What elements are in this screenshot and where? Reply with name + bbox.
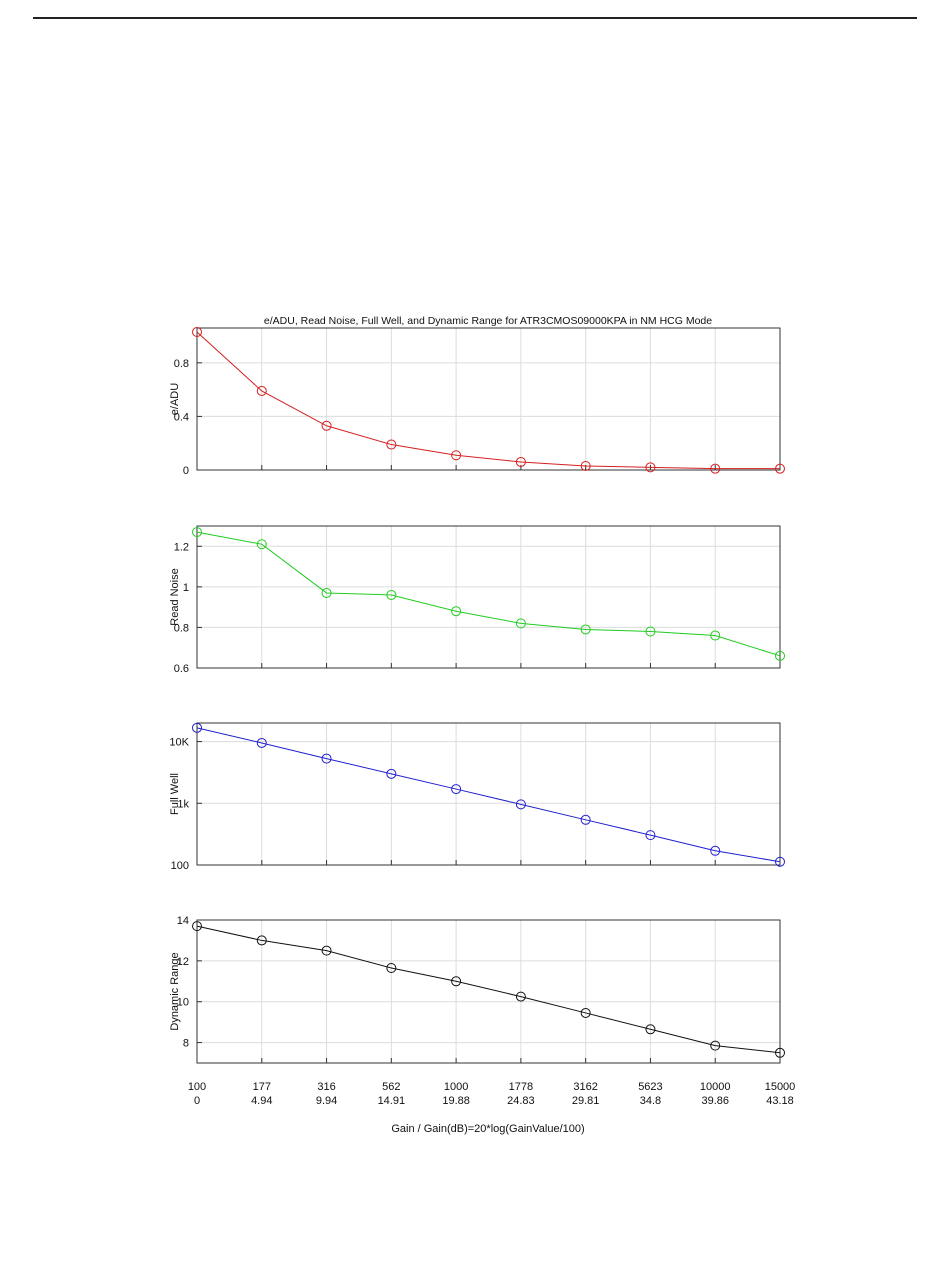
data-point [386, 589, 397, 600]
data-point [321, 945, 332, 956]
data-point [580, 624, 591, 635]
y-axis-label: e/ADU [169, 383, 181, 415]
data-point [192, 921, 202, 932]
data-point [710, 845, 721, 856]
data-point [451, 784, 462, 795]
panel-frame [196, 327, 781, 471]
y-tick-label: 0.6 [174, 663, 189, 675]
x-tick-label: 100 [188, 1081, 206, 1093]
series-line [196, 727, 781, 863]
data-point [710, 630, 721, 641]
x-tick-label-db: 34.8 [640, 1095, 661, 1107]
x-tick-label-db: 0 [194, 1095, 200, 1107]
y-tick-label: 0.8 [174, 622, 189, 634]
top-rule [33, 17, 917, 19]
y-tick-label: 0 [183, 465, 189, 477]
x-tick-label-db: 19.88 [442, 1095, 470, 1107]
y-axis-label: Full Well [169, 773, 181, 815]
data-point [645, 830, 656, 841]
x-tick-labels: 10001774.943169.9456214.91100019.8817782… [188, 1081, 795, 1107]
y-tick-label: 1 [183, 582, 189, 594]
data-point [645, 626, 656, 637]
y-tick-label: 0.4 [174, 411, 189, 423]
data-point [775, 856, 785, 867]
data-point [386, 768, 397, 779]
y-tick-label: 12 [177, 956, 189, 968]
data-point [645, 462, 656, 473]
panel-2: 0.6 0.8 1 1.2 Read Noise [169, 525, 785, 675]
data-point [580, 460, 591, 471]
data-point [580, 1007, 591, 1018]
x-tick-label: 1000 [444, 1081, 468, 1093]
series-line [196, 925, 781, 1054]
data-point [192, 527, 202, 538]
data-point [256, 935, 267, 946]
x-tick-label: 15000 [765, 1081, 796, 1093]
x-tick-label: 5623 [638, 1081, 662, 1093]
x-tick-label-db: 29.81 [572, 1095, 600, 1107]
chart-title: e/ADU, Read Noise, Full Well, and Dynami… [264, 315, 712, 327]
data-point [775, 650, 785, 661]
x-tick-label-db: 43.18 [766, 1095, 794, 1107]
data-point [256, 737, 267, 748]
data-point [451, 450, 462, 461]
data-point [192, 327, 202, 338]
data-point [321, 587, 332, 598]
y-tick-label: 1.2 [174, 541, 189, 553]
x-tick-label-db: 24.83 [507, 1095, 535, 1107]
panel-3: 100 1k 10K Full Well [169, 722, 785, 872]
x-tick-label-db: 14.91 [378, 1095, 406, 1107]
panel-frame [196, 919, 781, 1064]
data-point [515, 456, 526, 467]
x-tick-label: 3162 [573, 1081, 597, 1093]
panel-frame [196, 525, 781, 669]
x-axis-label: Gain / Gain(dB)=20*log(GainValue/100) [391, 1123, 584, 1135]
data-point [386, 963, 397, 974]
chart-panels: 0 0.4 0.8 e/ADU 0.6 0.8 1 1.2 Read Noise 100 1k 10K… [169, 327, 785, 1064]
x-tick-label-db: 9.94 [316, 1095, 337, 1107]
panel-frame [196, 722, 781, 866]
data-point [710, 1040, 721, 1051]
y-tick-label: 1k [177, 798, 189, 810]
data-point [256, 385, 267, 396]
data-point [256, 539, 267, 550]
data-point [321, 753, 332, 764]
data-point [321, 420, 332, 431]
data-point [775, 463, 785, 474]
y-axis-label: Dynamic Range [169, 952, 181, 1030]
data-point [645, 1024, 656, 1035]
x-tick-label: 1778 [509, 1081, 533, 1093]
data-point [451, 976, 462, 987]
x-tick-label: 562 [382, 1081, 400, 1093]
x-tick-label: 177 [253, 1081, 271, 1093]
y-tick-label: 8 [183, 1038, 189, 1050]
data-point [775, 1047, 785, 1058]
x-tick-label: 316 [317, 1081, 335, 1093]
data-point [515, 799, 526, 810]
data-point [451, 606, 462, 617]
y-tick-label: 100 [171, 860, 189, 872]
data-point [515, 618, 526, 629]
data-point [192, 722, 202, 733]
data-point [515, 991, 526, 1002]
x-tick-label: 10000 [700, 1081, 731, 1093]
series-line [196, 531, 781, 657]
y-tick-label: 0.8 [174, 358, 189, 370]
data-point [580, 814, 591, 825]
y-tick-label: 10 [177, 997, 189, 1009]
y-axis-label: Read Noise [169, 568, 181, 625]
y-tick-label: 10K [169, 737, 189, 749]
data-point [386, 439, 397, 450]
y-tick-label: 14 [177, 915, 189, 927]
x-tick-label-db: 39.86 [701, 1095, 729, 1107]
x-tick-label-db: 4.94 [251, 1095, 272, 1107]
series-line [196, 331, 780, 470]
data-point [710, 463, 721, 474]
panel-4: 8 10 12 14 Dynamic Range [169, 915, 785, 1064]
panel-1: 0 0.4 0.8 e/ADU [169, 327, 785, 477]
